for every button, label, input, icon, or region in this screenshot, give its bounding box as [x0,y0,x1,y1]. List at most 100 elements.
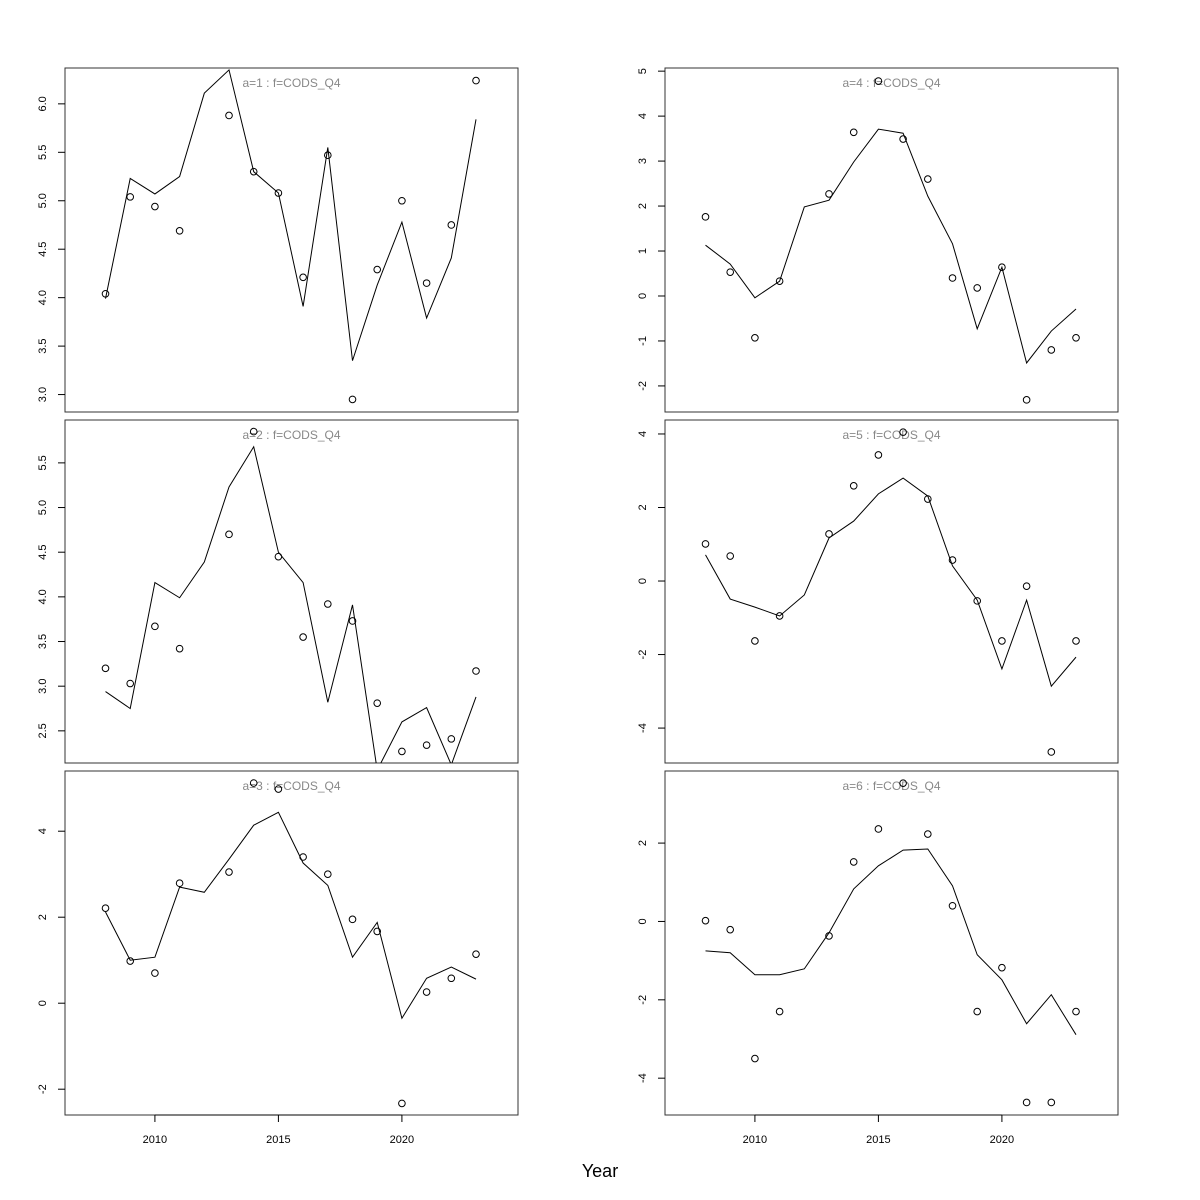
observed-point [1072,334,1080,342]
y-tick-label: 3.5 [37,634,49,649]
observed-point [998,963,1006,972]
observed-point [249,427,258,436]
y-tick-label: -2 [637,650,649,660]
panel-frame [664,770,1119,1116]
observed-point [973,284,982,292]
observed-point [924,830,932,838]
observed-point [249,779,258,787]
y-tick-label: 2 [637,504,649,510]
y-tick-label: 2 [637,840,649,846]
observed-point [101,664,110,673]
y-tick-label: 4 [37,828,49,834]
observed-point [751,334,759,342]
panel-frame [64,419,519,764]
observed-point [1072,637,1080,645]
y-tick-label: 4.0 [37,589,49,604]
y-tick-label: 4.5 [37,242,49,257]
fit-line [705,477,1077,688]
panel-title: a=4 : f=CODS_Q4 [842,76,940,90]
observed-point [126,679,135,688]
observed-point [472,950,480,958]
fit-line [105,445,477,763]
y-tick-label: 5.5 [37,455,49,470]
observed-point [447,974,456,983]
y-tick-label: 4.5 [37,545,49,560]
fit-line [705,848,1077,1035]
observed-point [874,77,883,85]
observed-point [1072,1007,1080,1016]
panel-title: a=3 : f=CODS_Q4 [242,779,340,793]
observed-point [849,858,858,866]
observed-point [373,927,382,936]
y-tick-label: 6.0 [37,96,49,111]
observed-point [324,151,332,160]
observed-point [447,221,456,229]
observed-point [299,633,307,641]
observed-point [151,202,159,211]
observed-point [373,699,382,707]
observed-point [151,622,159,631]
y-tick-label: 5.0 [37,193,49,208]
y-tick-label: 0 [637,293,649,299]
observed-point [1022,582,1031,590]
observed-point [422,988,431,996]
observed-point [472,76,480,85]
observed-point [225,530,233,539]
fit-line [105,811,477,1020]
y-tick-label: 2 [637,203,649,209]
y-tick-label: -2 [37,1084,49,1094]
observed-point [948,556,957,564]
observed-point [126,957,135,965]
panel-title: a=5 : f=CODS_Q4 [842,428,940,442]
observed-point [175,879,184,888]
observed-point [1047,1098,1056,1107]
observed-point [874,825,883,833]
observed-point [398,1099,406,1108]
panel-frame [64,770,519,1116]
y-tick-label: -4 [637,1073,649,1083]
observed-point [373,265,382,274]
observed-point [175,226,184,235]
observed-point [998,637,1006,645]
observed-point [849,128,858,137]
y-tick-label: 4 [637,113,649,119]
observed-point [849,482,858,490]
observed-point [998,263,1006,272]
observed-point [751,637,759,645]
observed-point [299,273,307,282]
y-tick-label: 1 [637,248,649,254]
observed-point [422,279,431,287]
x-tick-label: 2020 [390,1134,414,1146]
y-tick-label: 3.0 [37,387,49,402]
observed-point [973,1007,982,1016]
observed-point [101,904,110,912]
observed-point [899,135,907,143]
observed-point [175,644,184,653]
y-tick-label: -4 [637,723,649,733]
observed-point [701,916,710,925]
panel-title: a=2 : f=CODS_Q4 [242,428,340,442]
y-tick-label: 4 [637,431,649,437]
observed-point [948,901,957,910]
y-tick-label: 5 [637,68,649,74]
y-tick-label: 0 [637,578,649,584]
x-axis-label: Year [582,1161,618,1181]
y-tick-label: 3.5 [37,338,49,353]
panel-title: a=1 : f=CODS_Q4 [242,76,340,90]
observed-point [726,268,735,276]
observed-point [899,428,907,436]
y-tick-label: 2 [37,914,49,920]
observed-point [126,193,135,201]
x-tick-label: 2010 [143,1134,167,1146]
observed-point [472,667,480,675]
fit-line [705,128,1077,365]
observed-point [348,617,357,625]
observed-point [274,189,283,197]
y-tick-label: 3 [637,158,649,164]
observed-point [249,167,258,176]
y-tick-label: -2 [637,381,649,391]
x-tick-label: 2010 [743,1134,767,1146]
observed-point [324,870,332,879]
observed-point [1047,748,1056,756]
observed-point [1047,346,1056,354]
